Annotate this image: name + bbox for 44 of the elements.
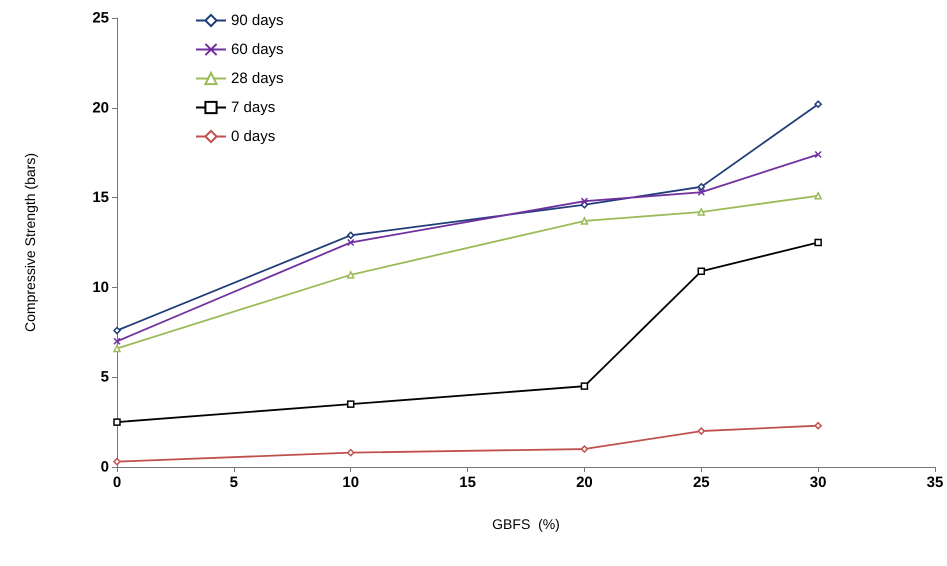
point xyxy=(346,400,354,408)
y-tick-label: 5 xyxy=(100,368,109,386)
x-tick-label: 5 xyxy=(230,474,238,491)
legend-label: 60 days xyxy=(231,41,284,58)
point xyxy=(113,326,121,334)
point xyxy=(698,188,706,196)
point xyxy=(580,197,588,205)
point xyxy=(814,100,822,108)
point xyxy=(698,208,706,216)
point xyxy=(346,238,354,246)
legend-label: 7 days xyxy=(231,99,276,116)
point xyxy=(814,192,822,200)
y-tick-label: 25 xyxy=(92,10,109,26)
point xyxy=(580,217,588,225)
x-tick-label: 15 xyxy=(459,474,476,491)
y-tick-label: 0 xyxy=(100,458,109,476)
y-tick-label: 20 xyxy=(92,99,109,116)
point xyxy=(814,422,822,430)
point xyxy=(346,271,354,279)
x-tick-label: 25 xyxy=(692,474,710,491)
legend-label: 0 days xyxy=(231,128,276,145)
x-tick-label: 10 xyxy=(342,474,360,491)
point xyxy=(346,232,354,240)
x-tick-label: 30 xyxy=(810,474,826,491)
point xyxy=(580,382,588,390)
y-axis-title: Compressive Strength (bars) xyxy=(22,153,38,332)
point xyxy=(113,418,121,426)
point xyxy=(698,183,706,191)
point xyxy=(698,427,706,435)
point xyxy=(113,338,121,346)
point xyxy=(814,238,822,246)
point xyxy=(698,267,706,275)
y-tick-label: 15 xyxy=(92,189,109,206)
x-tick-label: 35 xyxy=(926,474,944,491)
point xyxy=(814,150,822,158)
point xyxy=(580,445,588,453)
y-tick-label: 10 xyxy=(92,278,109,296)
x-tick-label: 0 xyxy=(112,474,122,491)
point xyxy=(113,458,121,466)
legend-label: 28 days xyxy=(231,70,284,87)
x-tick-label: 20 xyxy=(576,474,593,491)
point xyxy=(346,448,354,456)
x-axis-title: GBFS (%) xyxy=(492,516,560,532)
legend-label: 90 days xyxy=(231,12,284,29)
